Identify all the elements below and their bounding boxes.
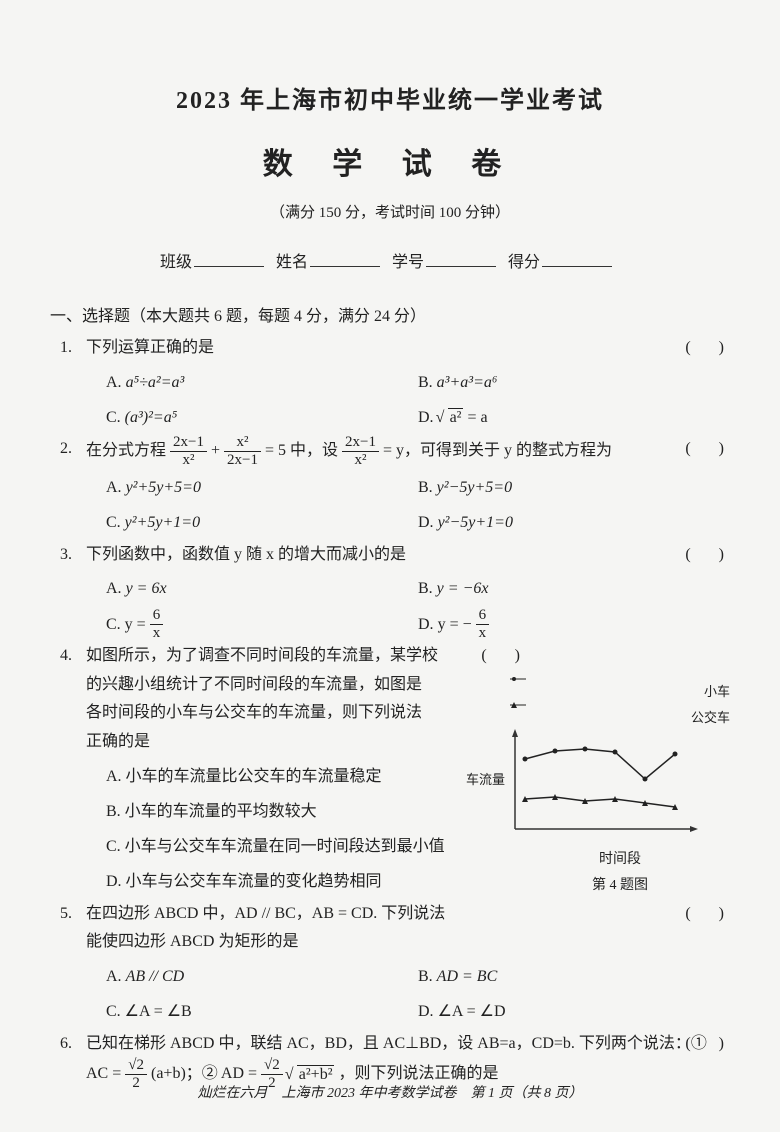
- q2-opt-d: D. y²−5y+1=0: [418, 505, 730, 540]
- q2-options: A. y²+5y+5=0 B. y²−5y+5=0 C. y²+5y+1=0 D…: [50, 470, 730, 540]
- label-name: 姓名: [276, 254, 308, 271]
- q2-answer-paren[interactable]: ( ): [685, 435, 730, 464]
- q5-opt-c: C. ∠A = ∠B: [106, 994, 418, 1029]
- label-id: 学号: [392, 254, 424, 271]
- blank-id[interactable]: [426, 252, 496, 267]
- q5-opt-a: A. AB // CD: [106, 959, 418, 994]
- q5-opt-b: B. AD = BC: [418, 959, 730, 994]
- q5-opt-d: D. ∠A = ∠D: [418, 994, 730, 1029]
- question-3: 3. 下列函数中，函数值 y 随 x 的增大而减小的是 ( ): [50, 541, 730, 570]
- blank-score[interactable]: [542, 252, 612, 267]
- q4-answer-paren[interactable]: ( ): [481, 642, 526, 671]
- q4-chart: 小车 公交车 车流量 时间段 第 4 题图: [510, 675, 730, 894]
- chart-ylabel: 车流量: [466, 769, 505, 788]
- q4-opt-b: B. 小车的车流量的平均数较大: [106, 794, 566, 829]
- chart-figure-label: 第 4 题图: [510, 874, 730, 894]
- q6-answer-paren[interactable]: ( ): [685, 1030, 730, 1059]
- page-title-line2: 数 学 试 卷: [50, 139, 730, 183]
- chart-legend: 小车 公交车: [510, 675, 730, 727]
- label-class: 班级: [160, 254, 192, 271]
- page-title-line1: 2023 年上海市初中毕业统一学业考试: [50, 80, 730, 115]
- q3-options: A. y = 6x B. y = −6x C. y = 6x D. y = − …: [50, 571, 730, 641]
- q2-number: 2.: [60, 435, 72, 464]
- legend-bus: 公交车: [691, 710, 730, 725]
- page-footer: 灿烂在六月 上海市 2023 年中考数学试卷 第 1 页（共 8 页）: [0, 1082, 780, 1102]
- chart-xlabel: 时间段: [510, 848, 730, 868]
- section-heading: 一、选择题（本大题共 6 题，每题 4 分，满分 24 分）: [50, 302, 730, 326]
- q1-text: 下列运算正确的是: [86, 339, 214, 356]
- blank-class[interactable]: [194, 252, 264, 267]
- blank-name[interactable]: [310, 252, 380, 267]
- q4-number: 4.: [60, 642, 72, 671]
- exam-subtitle: （满分 150 分，考试时间 100 分钟）: [50, 201, 730, 222]
- exam-page: 2023 年上海市初中毕业统一学业考试 数 学 试 卷 （满分 150 分，考试…: [0, 0, 780, 1113]
- q1-opt-b: B. a³+a³=a⁶: [418, 365, 730, 400]
- q3-text: 下列函数中，函数值 y 随 x 的增大而减小的是: [86, 546, 406, 563]
- q2-opt-b: B. y²−5y+5=0: [418, 470, 730, 505]
- q3-opt-c: C. y = 6x: [106, 607, 418, 642]
- q3-opt-d: D. y = − 6x: [418, 607, 730, 642]
- q4-opt-c: C. 小车与公交车车流量在同一时间段达到最小值: [106, 829, 566, 864]
- q3-number: 3.: [60, 541, 72, 570]
- q3-answer-paren[interactable]: ( ): [685, 541, 730, 570]
- student-info-row: 班级 姓名 学号 得分: [50, 248, 730, 272]
- question-5: 5. 在四边形 ABCD 中，AD // BC，AB = CD. 下列说法 能使…: [50, 900, 730, 958]
- q3-opt-b: B. y = −6x: [418, 571, 730, 606]
- q1-number: 1.: [60, 334, 72, 363]
- legend-car: 小车: [704, 684, 730, 699]
- q6-number: 6.: [60, 1030, 72, 1059]
- q5-options: A. AB // CD B. AD = BC C. ∠A = ∠B D. ∠A …: [50, 959, 730, 1029]
- question-4: 4. 如图所示，为了调查不同时间段的车流量，某学校 的兴趣小组统计了不同时间段的…: [50, 642, 506, 757]
- q2-opt-c: C. y²+5y+1=0: [106, 505, 418, 540]
- q4-opt-d: D. 小车与公交车车流量的变化趋势相同: [106, 864, 566, 899]
- q1-options: A. a⁵÷a²=a³ B. a³+a³=a⁶ C. (a³)²=a⁵ D. a…: [50, 365, 730, 435]
- q1-opt-a: A. a⁵÷a²=a³: [106, 365, 418, 400]
- q5-answer-paren[interactable]: ( ): [685, 900, 730, 929]
- q3-opt-a: A. y = 6x: [106, 571, 418, 606]
- question-1: 1. 下列运算正确的是 ( ): [50, 334, 730, 363]
- q1-answer-paren[interactable]: ( ): [685, 334, 730, 363]
- q2-opt-a: A. y²+5y+5=0: [106, 470, 418, 505]
- q5-number: 5.: [60, 900, 72, 929]
- q1-opt-d: D. a² = a: [418, 400, 730, 435]
- label-score: 得分: [508, 254, 540, 271]
- chart-svg: [510, 729, 700, 844]
- q1-opt-c: C. (a³)²=a⁵: [106, 400, 418, 435]
- question-2: 2. 在分式方程 2x−1x² + x²2x−1 = 5 中，设 2x−1x² …: [50, 435, 730, 468]
